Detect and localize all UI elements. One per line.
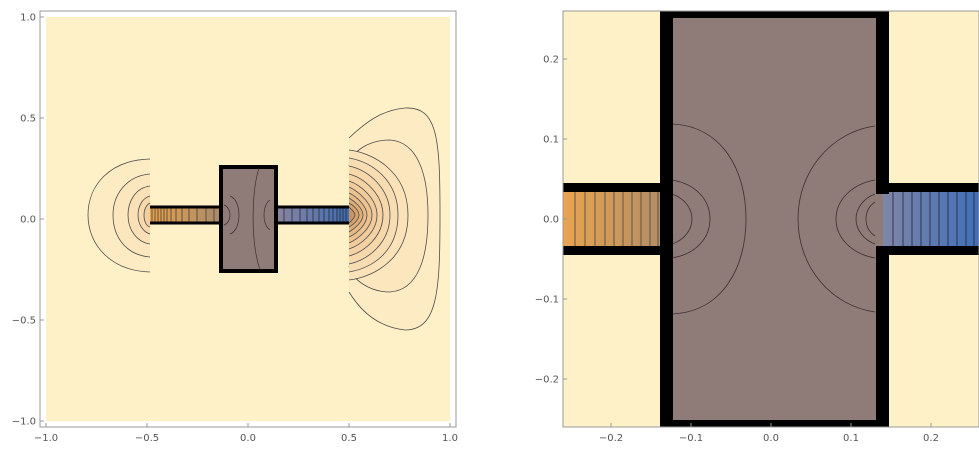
x-tick-label: 0.0 (240, 433, 256, 444)
y-tick-label: 1.0 (20, 13, 36, 24)
y-tick-label: −1.0 (12, 417, 36, 428)
y-tick-label: 0.0 (20, 215, 36, 226)
contour-lobe-right (348, 107, 441, 331)
wire-left (563, 183, 666, 255)
center-box (666, 13, 883, 425)
center-box-contours (671, 123, 876, 315)
x-tick-label: 0.0 (763, 433, 779, 444)
x-tick-label: −0.1 (679, 433, 703, 444)
wire-right-contours (892, 191, 975, 250)
x-tick-label: 1.0 (442, 433, 458, 444)
wire-outlines (150, 205, 349, 225)
x-tick-label: 0.1 (843, 433, 859, 444)
box-outline (563, 11, 979, 427)
wire-left (150, 207, 221, 223)
y-tick-label: −0.5 (12, 316, 36, 327)
x-tick-label: 0.5 (341, 433, 357, 444)
x-tick-label: −0.2 (599, 433, 623, 444)
chart-left: −1.0 −0.5 0.0 0.5 1.0 −1.0 −0.5 0.0 0.5 1.0 (12, 10, 458, 445)
wire-left-contours (151, 208, 215, 222)
axes-right: −0.2 −0.1 0.0 0.1 0.2 −0.2 −0.1 0.0 0.1 0.2 (535, 55, 939, 445)
y-tick-label: 0.1 (543, 135, 559, 146)
axes-left: −1.0 −0.5 0.0 0.5 1.0 −1.0 −0.5 0.0 0.5 1.0 (12, 13, 458, 445)
wire-right (883, 183, 979, 255)
chart-right: −0.2 −0.1 0.0 0.1 0.2 −0.2 −0.1 0.0 0.1 0.2 (535, 10, 979, 445)
center-box (219, 165, 278, 273)
wire-left-contours (574, 191, 659, 250)
wire-right-contours (283, 208, 347, 222)
y-tick-label: 0.0 (543, 215, 559, 226)
y-tick-label: 0.2 (543, 55, 559, 66)
wire-right (276, 207, 349, 223)
x-tick-label: −1.0 (34, 433, 58, 444)
y-tick-label: 0.5 (20, 114, 36, 125)
x-tick-label: 0.2 (923, 433, 939, 444)
y-tick-label: −0.2 (535, 375, 559, 386)
y-tick-label: −0.1 (535, 295, 559, 306)
center-box-contours (223, 167, 271, 271)
x-tick-label: −0.5 (135, 433, 159, 444)
contour-lobe-left (87, 158, 151, 273)
